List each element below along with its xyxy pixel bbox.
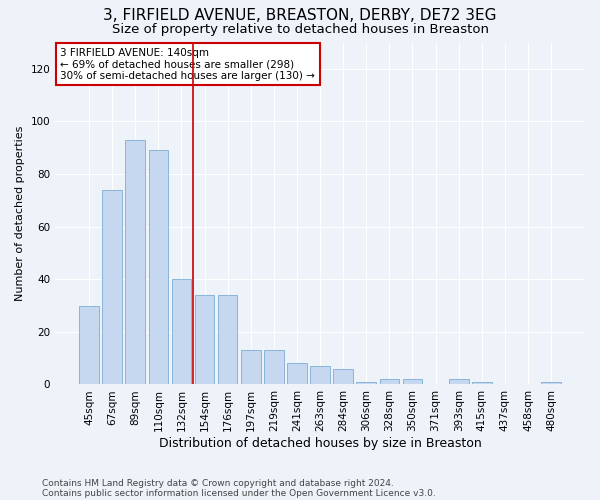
Bar <box>541 382 561 384</box>
Bar <box>380 379 399 384</box>
Text: 3 FIRFIELD AVENUE: 140sqm
← 69% of detached houses are smaller (298)
30% of semi: 3 FIRFIELD AVENUE: 140sqm ← 69% of detac… <box>61 48 316 81</box>
Bar <box>172 279 191 384</box>
Text: 3, FIRFIELD AVENUE, BREASTON, DERBY, DE72 3EG: 3, FIRFIELD AVENUE, BREASTON, DERBY, DE7… <box>103 8 497 22</box>
Bar <box>472 382 491 384</box>
Text: Contains public sector information licensed under the Open Government Licence v3: Contains public sector information licen… <box>42 488 436 498</box>
Bar <box>125 140 145 384</box>
Bar <box>195 295 214 384</box>
Bar <box>241 350 260 384</box>
Bar <box>356 382 376 384</box>
Bar <box>264 350 284 384</box>
Bar <box>218 295 238 384</box>
X-axis label: Distribution of detached houses by size in Breaston: Distribution of detached houses by size … <box>159 437 481 450</box>
Bar <box>449 379 469 384</box>
Bar <box>334 368 353 384</box>
Bar <box>287 364 307 384</box>
Bar <box>79 306 99 384</box>
Bar <box>403 379 422 384</box>
Bar <box>103 190 122 384</box>
Text: Contains HM Land Registry data © Crown copyright and database right 2024.: Contains HM Land Registry data © Crown c… <box>42 478 394 488</box>
Text: Size of property relative to detached houses in Breaston: Size of property relative to detached ho… <box>112 22 488 36</box>
Bar <box>310 366 330 384</box>
Y-axis label: Number of detached properties: Number of detached properties <box>15 126 25 301</box>
Bar <box>149 150 168 384</box>
